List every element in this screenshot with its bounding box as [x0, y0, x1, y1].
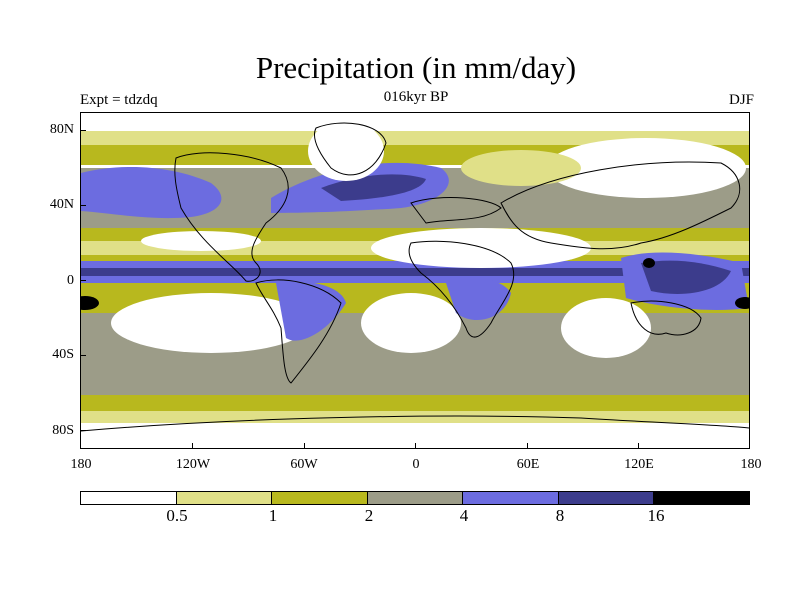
page-title: Precipitation (in mm/day): [255, 50, 577, 85]
y-tick-label: 40N: [49, 197, 74, 212]
greenland: [308, 121, 384, 181]
maritime-continent-core: [641, 260, 731, 294]
coastlines: [81, 122, 749, 432]
dry-zone-south-pacific: [111, 293, 311, 353]
colorbar-box: [367, 492, 464, 504]
africa-wet: [446, 277, 511, 321]
dateline-core: [81, 296, 99, 310]
north-atlantic-core: [321, 174, 426, 201]
x-tick: [527, 443, 528, 449]
experiment-label: Expt = tdzdq: [80, 92, 158, 108]
x-tick-label: 120E: [624, 457, 654, 472]
colorbar-box: [654, 492, 750, 504]
itcz-core: [81, 268, 749, 276]
light-band-arctic: [81, 131, 749, 145]
colorbar-box: [272, 492, 368, 504]
colorbar-label: 16: [647, 506, 665, 525]
colorbar-box: [463, 492, 559, 504]
time-period-label: 016kyr BP: [383, 89, 449, 105]
y-tick: [80, 205, 86, 206]
colorbar-label: 2: [364, 506, 374, 525]
amazon-wet: [276, 281, 346, 341]
dateline-core-east: [735, 297, 749, 309]
x-tick-label: 60W: [290, 457, 318, 472]
x-tick: [415, 443, 416, 449]
olive-band-antarctic: [81, 395, 749, 415]
north-pacific-storm-track: [81, 167, 222, 219]
x-tick-label: 120W: [175, 457, 211, 472]
colorbar-box: [81, 492, 177, 504]
y-tick: [80, 280, 86, 281]
y-tick: [80, 430, 86, 431]
warm-pool-core: [643, 258, 655, 268]
y-tick-label: 40S: [52, 347, 74, 362]
dry-zone-arctic: [546, 138, 746, 198]
precipitation-map: [80, 112, 750, 449]
colorbar-box: [558, 492, 655, 504]
light-band-antarctic: [81, 411, 749, 423]
colorbar: [80, 491, 750, 505]
dry-zone-sahara: [371, 228, 591, 268]
season-label: DJF: [728, 92, 754, 108]
y-tick: [80, 130, 86, 131]
colorbar-label: 0.5: [166, 506, 188, 525]
colorbar-box: [176, 492, 273, 504]
colorbar-label: 8: [555, 506, 565, 525]
precipitation-field: [81, 121, 749, 448]
y-tick-label: 0: [67, 273, 74, 288]
dry-zone-south-atlantic: [361, 293, 461, 353]
x-tick: [638, 443, 639, 449]
y-tick-label: 80S: [52, 423, 74, 438]
dry-zone-north-pacific: [141, 231, 261, 251]
x-tick-label: 0: [412, 457, 420, 472]
y-tick: [80, 355, 86, 356]
dry-zone-indian: [561, 298, 651, 358]
x-tick: [192, 443, 193, 449]
x-tick-label: 180: [740, 457, 762, 472]
x-tick: [304, 443, 305, 449]
y-tick-label: 80N: [49, 122, 74, 137]
dry-zone-siberia: [461, 150, 581, 186]
x-tick-label: 60E: [516, 457, 540, 472]
colorbar-label: 4: [459, 506, 469, 525]
colorbar-label: 1: [268, 506, 278, 525]
x-tick-label: 180: [70, 457, 92, 472]
